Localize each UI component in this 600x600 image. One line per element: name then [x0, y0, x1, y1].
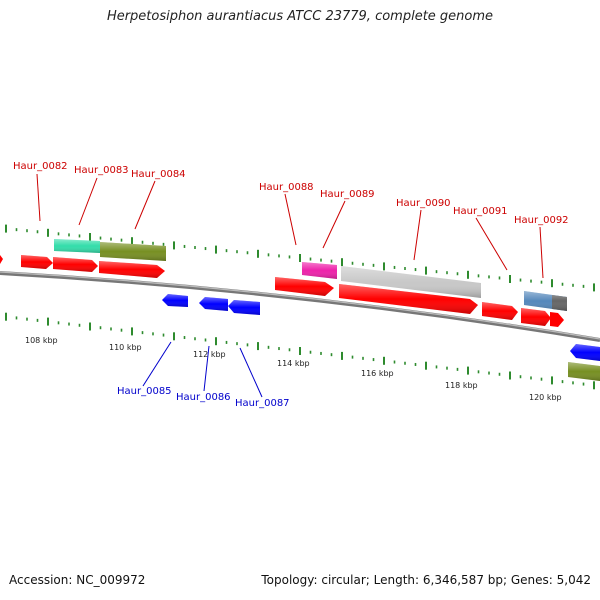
kbp-label: 120 kbp — [529, 393, 562, 402]
gene-label[interactable]: Haur_0092 — [514, 215, 569, 226]
kbp-label: 114 kbp — [277, 359, 310, 368]
gene-label[interactable]: Haur_0086 — [176, 392, 231, 403]
cds-arrow[interactable] — [550, 312, 564, 327]
kbp-label: 108 kbp — [25, 336, 58, 345]
lower-label-leaders — [142, 341, 263, 398]
topology-text: Topology: circular; Length: 6,346,587 bp… — [261, 573, 591, 587]
upper-label-leaders — [36, 173, 544, 279]
gene-label[interactable]: Haur_0089 — [320, 189, 375, 200]
gene-label[interactable]: Haur_0090 — [396, 198, 451, 209]
colored-features — [54, 239, 600, 381]
feature-sheen — [21, 239, 600, 381]
kbp-label: 110 kbp — [109, 343, 142, 352]
genome-backbone — [0, 271, 600, 342]
accession-text: Accession: NC_009972 — [9, 573, 146, 587]
kbp-label: 118 kbp — [445, 381, 478, 390]
gene-label[interactable]: Haur_0082 — [13, 161, 68, 172]
upper-gene-labels: Haur_0082 Haur_0083 Haur_0084 Haur_0088 … — [13, 161, 569, 226]
kbp-label: 112 kbp — [193, 350, 226, 359]
cds-arrow[interactable] — [0, 255, 3, 264]
gene-label[interactable]: Haur_0087 — [235, 398, 290, 409]
kbp-label: 116 kbp — [361, 369, 394, 378]
gene-label[interactable]: Haur_0084 — [131, 169, 186, 180]
gene-label[interactable]: Haur_0088 — [259, 182, 314, 193]
gene-label[interactable]: Haur_0091 — [453, 206, 508, 217]
lower-gene-labels: Haur_0085 Haur_0086 Haur_0087 — [117, 386, 290, 409]
gene-label[interactable]: Haur_0085 — [117, 386, 172, 397]
kbp-scale-labels: 108 kbp 110 kbp 112 kbp 114 kbp 116 kbp … — [25, 336, 562, 402]
upper-tick-track — [5, 224, 595, 292]
map-title: Herpetosiphon aurantiacus ATCC 23779, co… — [106, 9, 494, 24]
lower-tick-track — [5, 312, 595, 390]
gene-label[interactable]: Haur_0083 — [74, 165, 129, 176]
